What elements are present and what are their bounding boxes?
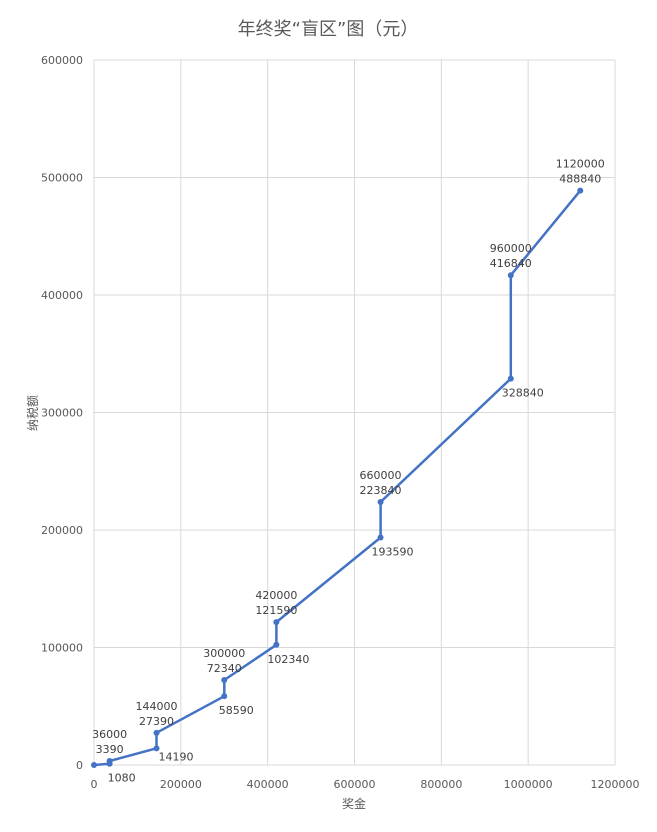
data-label: 14190 xyxy=(159,750,194,763)
data-label: 416840 xyxy=(490,257,532,270)
x-tick-label: 0 xyxy=(91,778,98,791)
data-label: 1080 xyxy=(108,772,136,785)
data-label: 223840 xyxy=(360,484,402,497)
data-point xyxy=(507,272,514,279)
chart-title: 年终奖“盲区”图（元） xyxy=(238,19,419,40)
x-axis-ticks: 0 200000 400000 600000 800000 1000000 1200000 xyxy=(91,778,640,791)
data-label: 300000 xyxy=(203,647,245,660)
y-tick-label: 600000 xyxy=(41,54,83,67)
data-label: 960000 xyxy=(490,242,532,255)
data-label: 27390 xyxy=(139,715,174,728)
data-label: 72340 xyxy=(207,662,242,675)
x-tick-label: 400000 xyxy=(247,778,289,791)
data-label: 144000 xyxy=(136,700,178,713)
data-point xyxy=(507,375,514,382)
data-label: 328840 xyxy=(502,387,544,400)
y-tick-label: 100000 xyxy=(41,642,83,655)
x-tick-label: 200000 xyxy=(160,778,202,791)
y-tick-label: 300000 xyxy=(41,407,83,420)
data-label: 36000 xyxy=(92,728,127,741)
data-point xyxy=(221,693,228,700)
y-tick-label: 0 xyxy=(76,759,83,772)
x-tick-label: 800000 xyxy=(420,778,462,791)
x-tick-label: 600000 xyxy=(334,778,376,791)
x-tick-label: 1200000 xyxy=(591,778,640,791)
data-point xyxy=(377,498,384,505)
y-tick-label: 400000 xyxy=(41,289,83,302)
data-point xyxy=(377,534,384,541)
data-label: 420000 xyxy=(255,589,297,602)
data-point xyxy=(273,619,280,626)
data-label: 488840 xyxy=(559,173,601,186)
series-layer xyxy=(91,187,584,768)
data-point xyxy=(106,758,113,765)
data-label: 660000 xyxy=(360,469,402,482)
data-point xyxy=(273,641,280,648)
data-point xyxy=(221,677,228,684)
data-point xyxy=(577,187,584,194)
y-tick-label: 200000 xyxy=(41,524,83,537)
x-axis-label: 奖金 xyxy=(342,796,366,811)
data-label: 193590 xyxy=(372,546,414,559)
data-point xyxy=(153,729,160,736)
data-label: 58590 xyxy=(219,704,254,717)
data-labels: 1080 36000 3390 14190 144000 27390 58590 300000… xyxy=(92,158,605,785)
y-axis-ticks: 0 100000 200000 300000 400000 500000 600000 xyxy=(41,54,83,772)
gridlines xyxy=(93,59,616,766)
x-tick-label: 1000000 xyxy=(504,778,553,791)
y-tick-label: 500000 xyxy=(41,172,83,185)
data-label: 102340 xyxy=(267,653,309,666)
data-label: 1120000 xyxy=(556,158,605,171)
series-line xyxy=(93,189,582,767)
data-label: 3390 xyxy=(96,743,124,756)
data-label: 121590 xyxy=(255,604,297,617)
data-point xyxy=(153,745,160,752)
y-axis-label: 纳税额 xyxy=(26,395,40,431)
data-point xyxy=(91,762,97,768)
